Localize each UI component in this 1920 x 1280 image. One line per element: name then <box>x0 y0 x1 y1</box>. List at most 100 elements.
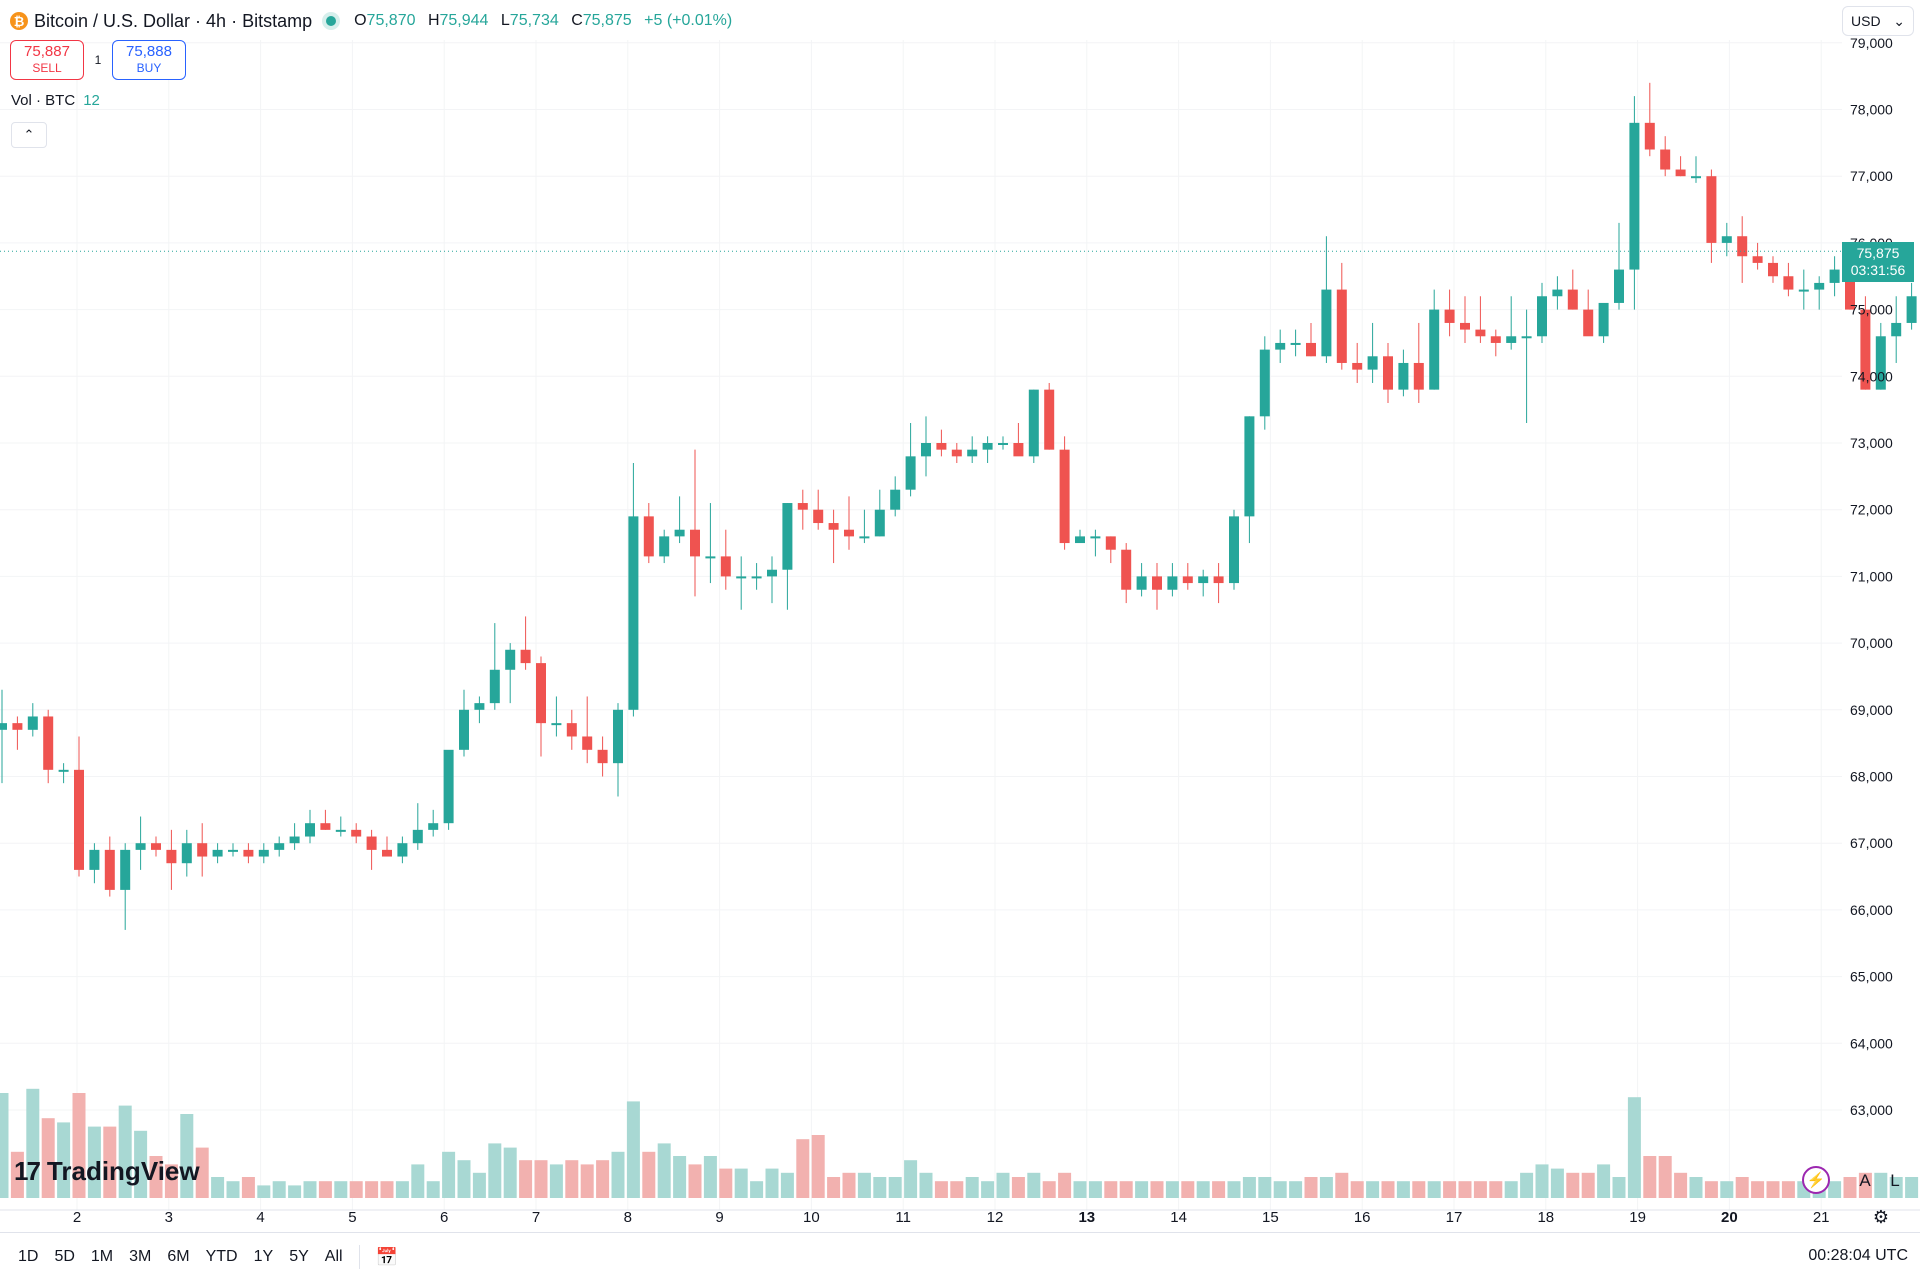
volume-bar <box>688 1164 702 1198</box>
volume-bar <box>257 1185 271 1198</box>
candle-body <box>1136 576 1147 590</box>
candle-body <box>1829 269 1840 283</box>
close-value: 75,875 <box>582 12 632 29</box>
volume-bar <box>904 1160 918 1198</box>
candle-body <box>705 556 716 559</box>
candle-body <box>1891 322 1902 337</box>
candle-body <box>459 709 469 750</box>
volume-bar <box>1181 1181 1195 1198</box>
range-1d[interactable]: 1D <box>18 1248 39 1265</box>
date-tick-label: 3 <box>165 1209 173 1226</box>
volume-bar <box>1119 1181 1133 1198</box>
candle-body <box>874 509 885 537</box>
volume-bar <box>411 1164 425 1198</box>
time-axis[interactable]: 2 3 4 5 6 7 8 9 10 11 12 13 14 15 16 17 18 19 20 21 <box>0 1209 1920 1226</box>
range-ytd[interactable]: YTD <box>205 1248 238 1265</box>
volume-bar <box>118 1105 132 1198</box>
volume-bar <box>534 1160 548 1198</box>
volume-legend[interactable]: Vol · BTC 12 <box>11 92 100 109</box>
price-tick-label: 68,000 <box>1850 769 1893 785</box>
volume-bar <box>1196 1181 1210 1198</box>
range-all[interactable]: All <box>324 1248 343 1265</box>
volume-bar <box>1735 1177 1749 1198</box>
auto-scale-button[interactable]: A <box>1859 1171 1871 1190</box>
candle-body <box>1121 549 1132 590</box>
volume-bar <box>365 1181 379 1198</box>
candle-body <box>1814 282 1825 290</box>
candle-body <box>1290 342 1301 345</box>
volume-bar <box>1042 1181 1056 1198</box>
date-tick-label: 13 <box>1078 1209 1095 1226</box>
range-6m[interactable]: 6M <box>167 1248 190 1265</box>
volume-bar <box>1212 1181 1226 1198</box>
volume-bar <box>811 1135 825 1198</box>
volume-bar <box>1088 1181 1102 1198</box>
volume-bar <box>26 1088 40 1198</box>
date-tick-label: 16 <box>1354 1209 1371 1226</box>
collapse-legend-button[interactable]: ⌃ <box>11 122 47 148</box>
candle-body <box>1506 336 1517 343</box>
volume-bar <box>1874 1172 1888 1198</box>
high-value: 75,944 <box>439 12 489 29</box>
price-tick-label: 64,000 <box>1850 1035 1893 1051</box>
volume-bar <box>626 1101 640 1198</box>
log-scale-button[interactable]: L <box>1890 1171 1900 1190</box>
tradingview-logo[interactable]: 17 TradingView <box>14 1156 200 1187</box>
candle-body <box>1336 289 1347 363</box>
volume-bar <box>1027 1172 1041 1198</box>
last-price-tag: 75,875 03:31:56 <box>1842 242 1914 282</box>
buy-button[interactable]: 75,888 BUY <box>112 40 186 80</box>
volume-bar <box>10 1151 24 1198</box>
date-tick-label: 12 <box>987 1209 1004 1226</box>
gear-icon[interactable]: ⚙ <box>1872 1206 1890 1227</box>
lightning-icon[interactable]: ⚡ <box>1802 1166 1830 1194</box>
volume-bar <box>765 1168 779 1198</box>
volume-bar <box>1350 1181 1364 1198</box>
volume-bar <box>149 1156 163 1198</box>
date-tick-label: 21 <box>1813 1209 1830 1226</box>
candle-body <box>366 836 377 850</box>
price-axis[interactable]: 63,000 64,000 65,000 66,000 67,000 68,000 69,0… <box>1850 35 1893 1118</box>
volume-bar <box>1612 1177 1626 1198</box>
volume-bar <box>288 1185 302 1198</box>
volume-bar <box>1242 1177 1256 1198</box>
price-tick-label: 75,000 <box>1850 302 1893 318</box>
candle-body <box>936 443 947 450</box>
range-5d[interactable]: 5D <box>54 1248 75 1265</box>
last-price-value: 75,875 <box>1856 245 1900 261</box>
sell-button[interactable]: 75,887 SELL <box>10 40 84 80</box>
volume-bar <box>1781 1181 1795 1198</box>
calendar-icon[interactable]: 📅 <box>375 1246 398 1267</box>
candle-body <box>597 749 608 764</box>
range-1m[interactable]: 1M <box>90 1248 114 1265</box>
candle-body <box>659 536 670 557</box>
volume-bar <box>842 1172 856 1198</box>
chart-grid <box>0 40 1842 1210</box>
volume-bar <box>1319 1177 1333 1198</box>
volume-bar <box>642 1151 656 1198</box>
utc-clock[interactable]: 00:28:04 UTC <box>1808 1247 1908 1264</box>
volume-bar <box>703 1156 717 1198</box>
candle-body <box>828 523 839 530</box>
candle-body <box>1737 236 1748 257</box>
chevron-down-icon: ⌄ <box>1893 12 1905 29</box>
range-3m[interactable]: 3M <box>129 1248 152 1265</box>
candle-body <box>181 843 192 864</box>
candle-body <box>1460 322 1470 330</box>
candle-body <box>1429 309 1440 390</box>
candle-body <box>1398 362 1409 390</box>
symbol-title[interactable]: Bitcoin / U.S. Dollar · 4h · Bitstamp <box>34 10 313 31</box>
volume-value: 12 <box>83 92 100 109</box>
volume-bar <box>1720 1181 1734 1198</box>
volume-bar <box>1766 1181 1780 1198</box>
symbol-legend: ₿ Bitcoin / U.S. Dollar · 4h · Bitstamp … <box>10 8 732 34</box>
volume-bar <box>1396 1181 1410 1198</box>
candle-body <box>505 649 516 670</box>
range-1y[interactable]: 1Y <box>253 1248 274 1265</box>
range-5y[interactable]: 5Y <box>289 1248 309 1265</box>
currency-selector[interactable]: USD ⌄ <box>1842 6 1914 36</box>
volume-bar <box>1905 1177 1919 1198</box>
volume-bar <box>488 1143 502 1198</box>
volume-bar <box>1843 1177 1857 1198</box>
